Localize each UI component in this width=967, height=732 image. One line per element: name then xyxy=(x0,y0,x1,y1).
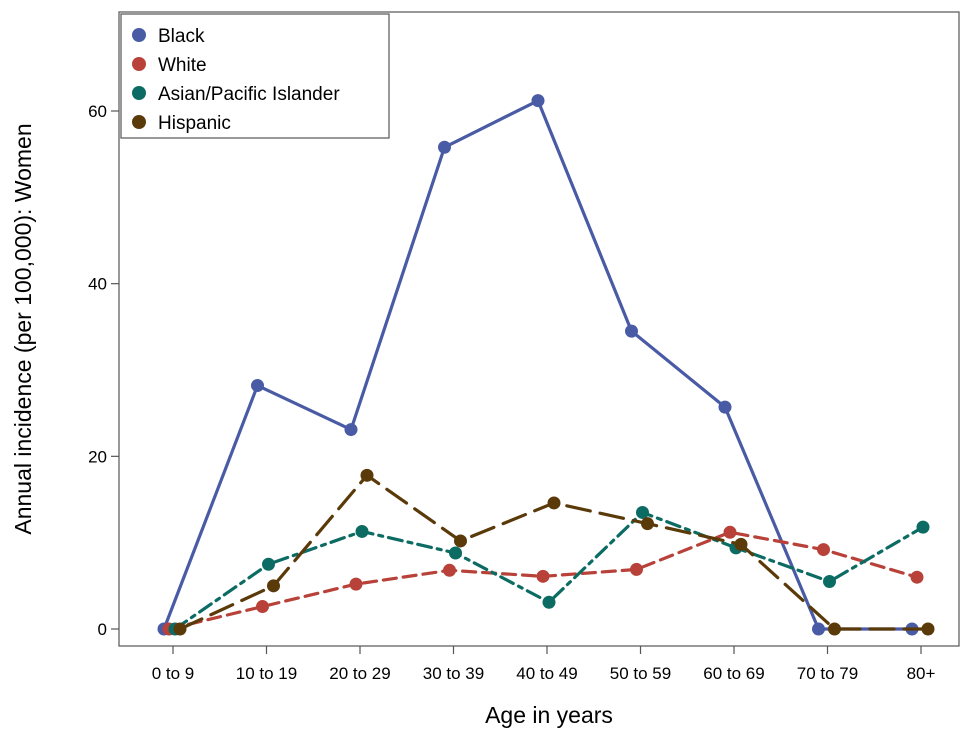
data-point xyxy=(916,520,930,534)
y-axis: 0 20 40 60 xyxy=(88,102,119,639)
data-point xyxy=(536,569,550,583)
data-point xyxy=(636,505,649,519)
legend-label: Hispanic xyxy=(158,113,231,134)
x-tick-label: 0 to 9 xyxy=(152,664,195,683)
data-point xyxy=(723,525,737,539)
x-tick-label: 60 to 69 xyxy=(703,664,764,683)
x-tick-label: 70 to 79 xyxy=(797,664,858,683)
data-point xyxy=(262,557,275,571)
x-tick-label: 40 to 49 xyxy=(516,664,577,683)
data-point xyxy=(349,577,363,591)
data-point xyxy=(630,562,643,576)
y-tick-label: 40 xyxy=(88,275,107,294)
data-point xyxy=(828,622,841,636)
legend-box xyxy=(120,13,390,139)
legend-label: Black xyxy=(158,26,205,47)
data-point xyxy=(438,140,451,154)
legend-marker xyxy=(132,28,146,42)
data-point xyxy=(256,600,269,614)
y-tick-label: 60 xyxy=(88,102,107,121)
data-point xyxy=(641,517,654,531)
data-point xyxy=(344,423,358,437)
series-asian-pacific-islander xyxy=(168,505,930,636)
legend-marker xyxy=(132,57,146,71)
legend: Black White Asian/Pacific Islander Hispanic xyxy=(120,13,390,139)
legend-label: White xyxy=(158,55,207,76)
data-point xyxy=(547,496,561,510)
data-point xyxy=(817,543,830,557)
series-hispanic xyxy=(173,468,935,636)
data-point xyxy=(823,575,836,589)
data-point xyxy=(355,524,369,538)
data-point xyxy=(531,94,545,108)
y-tick-label: 20 xyxy=(88,447,107,466)
data-point xyxy=(173,622,187,636)
x-tick-label: 30 to 39 xyxy=(423,664,484,683)
data-point xyxy=(449,546,462,560)
data-point xyxy=(812,622,825,636)
plot-frame xyxy=(118,11,960,647)
y-axis-title: Annual incidence (per 100,000): Women xyxy=(10,123,36,534)
data-point xyxy=(625,324,638,338)
legend-marker xyxy=(132,86,146,100)
y-tick-label: 0 xyxy=(98,620,107,639)
data-point xyxy=(454,534,467,548)
series-black xyxy=(157,94,919,636)
x-tick-label: 50 to 59 xyxy=(610,664,671,683)
data-point xyxy=(910,570,924,584)
series-line xyxy=(162,99,914,631)
legend-label: Asian/Pacific Islander xyxy=(158,84,340,105)
series-white xyxy=(162,525,924,636)
x-tick-label: 20 to 29 xyxy=(329,664,390,683)
legend-items: Black White Asian/Pacific Islander Hispanic xyxy=(132,26,340,134)
data-point xyxy=(921,622,935,636)
data-point xyxy=(718,400,732,414)
data-point xyxy=(251,379,264,393)
x-tick-label: 10 to 19 xyxy=(236,664,297,683)
data-point xyxy=(734,537,748,551)
x-axis: 0 to 9 10 to 19 20 to 29 30 to 39 40 to 49 50… xyxy=(152,646,936,683)
series-layer xyxy=(157,94,935,636)
data-point xyxy=(443,563,456,577)
x-axis-title: Age in years xyxy=(485,702,613,728)
data-point xyxy=(360,468,374,482)
x-tick-label: 80+ xyxy=(907,664,936,683)
data-point xyxy=(267,579,280,593)
data-point xyxy=(542,595,556,609)
legend-marker xyxy=(132,115,146,129)
